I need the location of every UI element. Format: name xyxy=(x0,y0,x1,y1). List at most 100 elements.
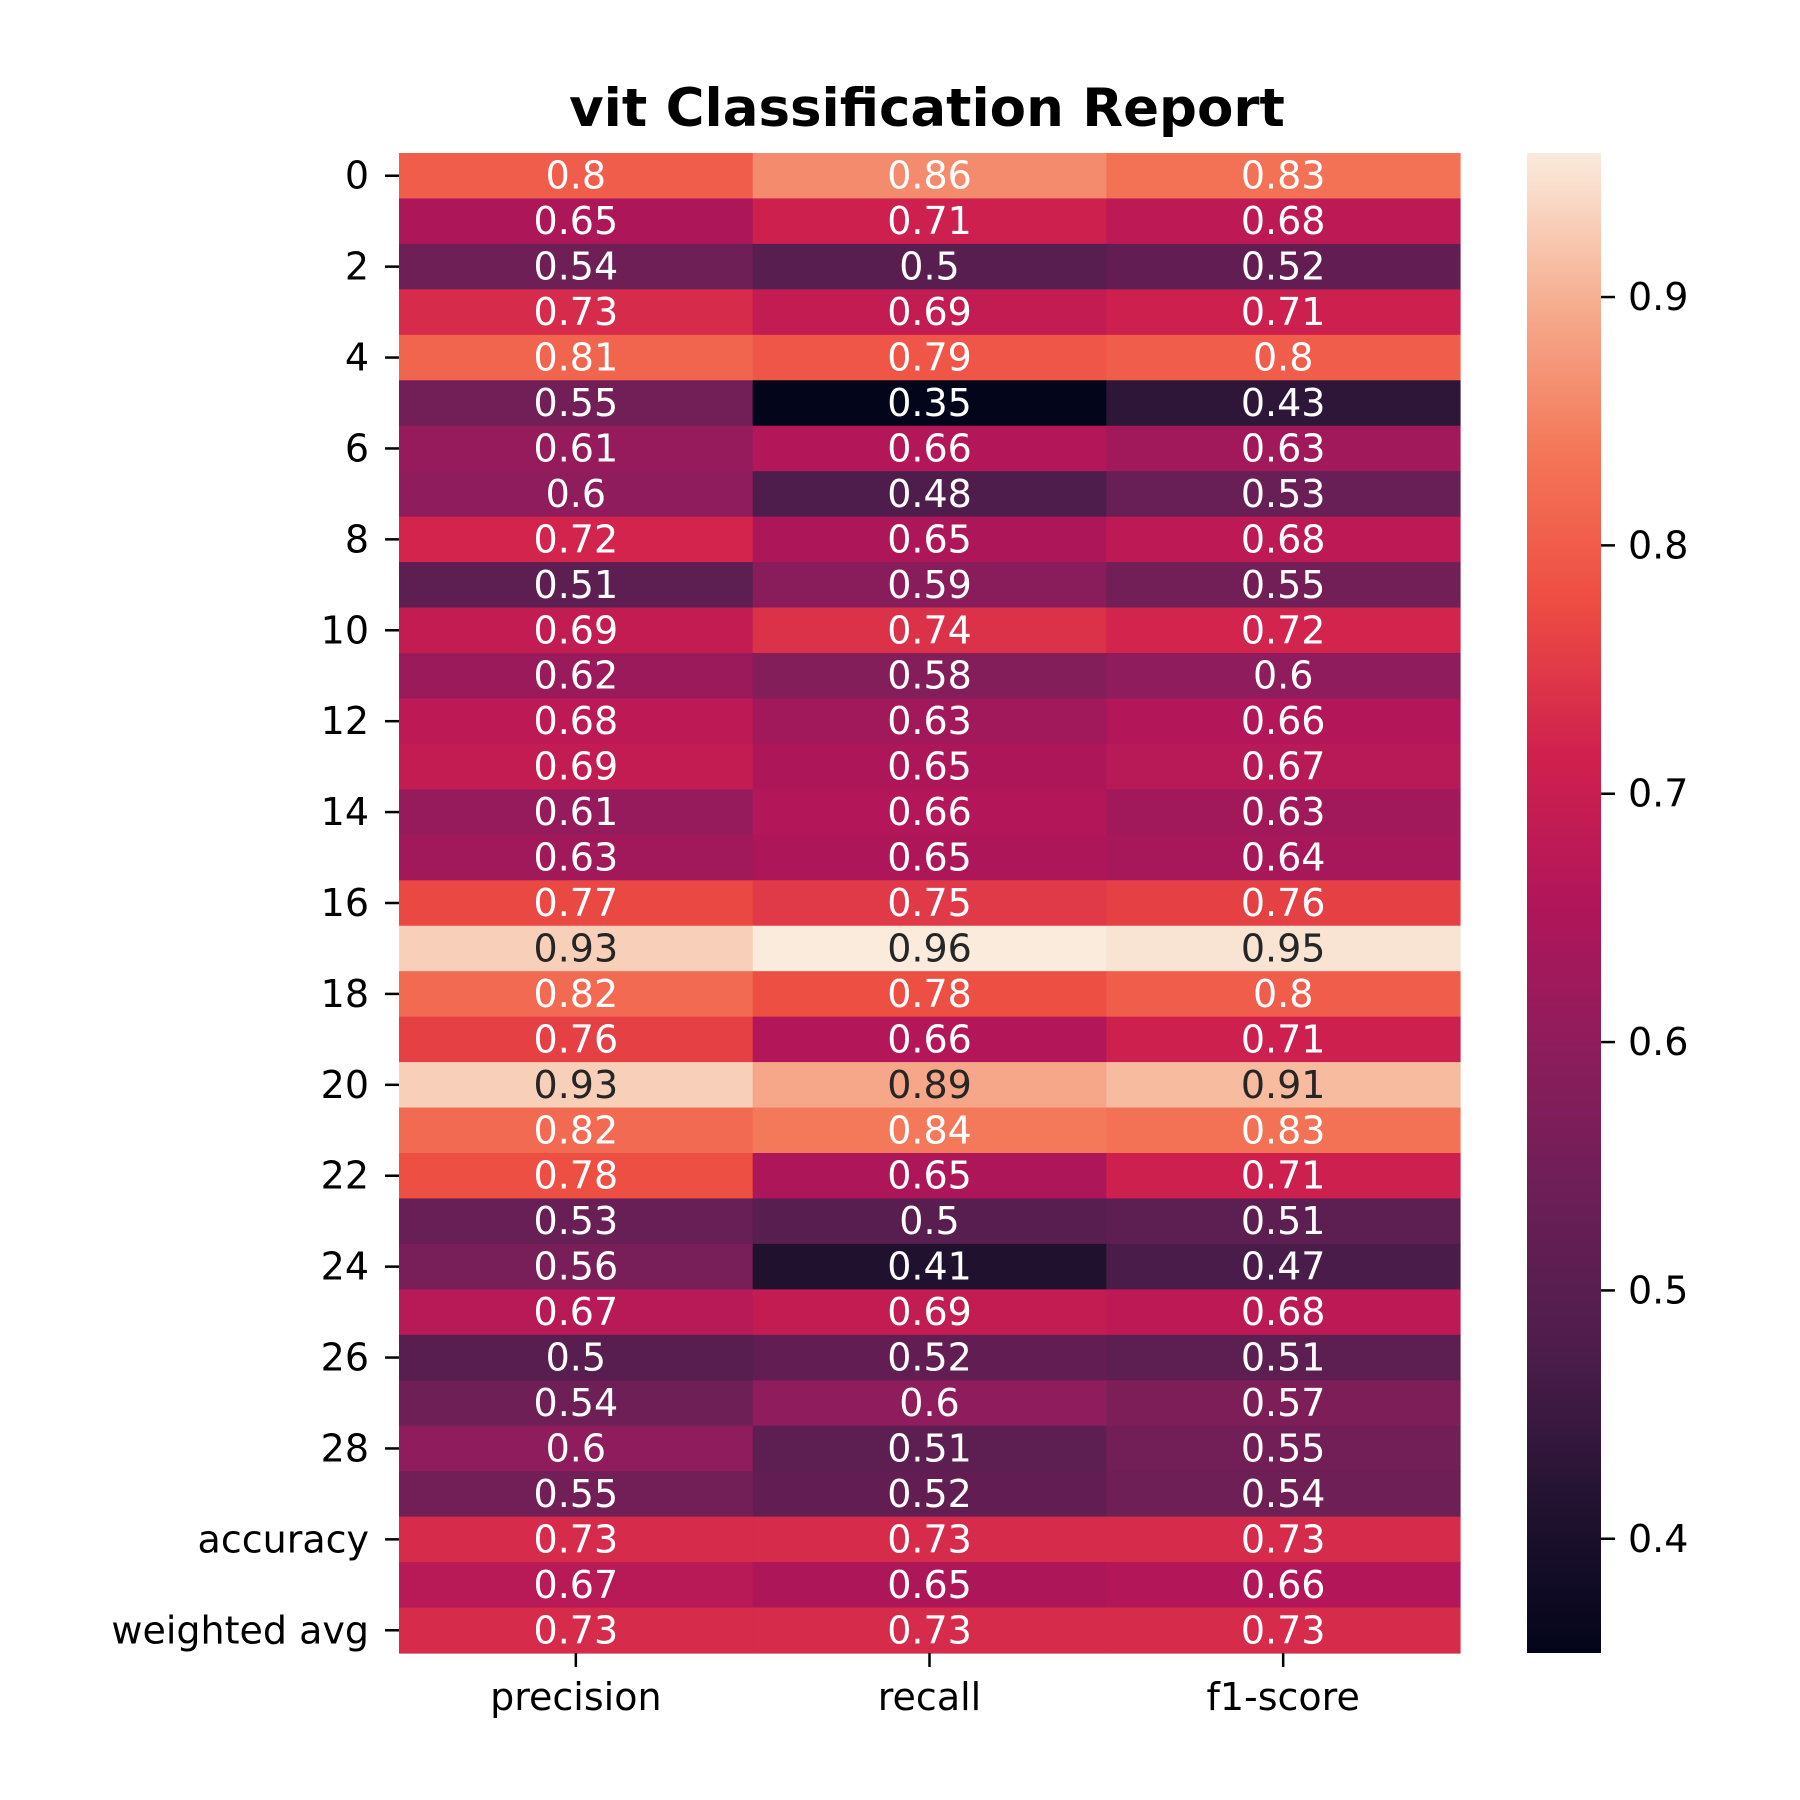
cell-value-label-r12-c1: 0.63 xyxy=(887,699,972,743)
heatmap-cell-r4-c1 xyxy=(752,334,1107,381)
cell-value-label-r31-c2: 0.66 xyxy=(1241,1563,1326,1607)
heatmap-cell-r18-c0 xyxy=(399,971,754,1018)
heatmap-cell-r0-c0 xyxy=(399,153,754,200)
cell-value-label-r8-c2: 0.68 xyxy=(1241,517,1326,561)
cell-value-label-r9-c0: 0.51 xyxy=(534,563,619,607)
cell-value-label-r16-c0: 0.77 xyxy=(534,881,619,925)
heatmap-cell-r25-c1 xyxy=(752,1289,1107,1336)
cell-value-label-r25-c0: 0.67 xyxy=(534,1290,619,1334)
colorbar-tick-label-3: 0.7 xyxy=(1628,772,1688,816)
heatmap-cell-r27-c1 xyxy=(752,1380,1107,1427)
heatmap-cell-r20-c0 xyxy=(399,1062,754,1109)
cell-value-label-r23-c2: 0.51 xyxy=(1241,1199,1326,1243)
heatmap-cell-r21-c0 xyxy=(399,1107,754,1154)
cell-value-label-r5-c0: 0.55 xyxy=(534,381,619,425)
heatmap-cell-r19-c0 xyxy=(399,1016,754,1063)
cell-value-label-r2-c1: 0.5 xyxy=(899,245,959,289)
cell-value-label-r5-c2: 0.43 xyxy=(1241,381,1326,425)
heatmap-cell-r22-c0 xyxy=(399,1153,754,1200)
cell-value-label-r23-c1: 0.5 xyxy=(899,1199,959,1243)
heatmap-cell-r17-c1 xyxy=(752,925,1107,972)
cell-value-label-r10-c2: 0.72 xyxy=(1241,608,1326,652)
heatmap-cell-r7-c1 xyxy=(752,471,1107,518)
cell-value-label-r11-c1: 0.58 xyxy=(887,654,972,698)
cell-value-label-r10-c0: 0.69 xyxy=(534,608,619,652)
heatmap-cell-r3-c0 xyxy=(399,289,754,336)
x-tick-label-0: precision xyxy=(490,1675,661,1719)
cell-value-label-r14-c0: 0.61 xyxy=(534,790,619,834)
y-tick-label-6: 12 xyxy=(321,699,369,743)
heatmap-cell-r21-c1 xyxy=(752,1107,1107,1154)
cell-value-label-r27-c1: 0.6 xyxy=(899,1381,959,1425)
y-tick-label-5: 10 xyxy=(321,608,369,652)
y-tick-label-14: 28 xyxy=(321,1426,369,1470)
cell-value-label-r11-c2: 0.6 xyxy=(1253,654,1313,698)
heatmap-cell-r23-c2 xyxy=(1106,1198,1461,1245)
cell-value-label-r6-c1: 0.66 xyxy=(887,426,972,470)
heatmap-cell-r32-c0 xyxy=(399,1607,754,1654)
heatmap-cell-r26-c0 xyxy=(399,1334,754,1381)
cell-value-label-r18-c0: 0.82 xyxy=(534,972,619,1016)
heatmap-cell-r19-c2 xyxy=(1106,1016,1461,1063)
cell-value-label-r14-c1: 0.66 xyxy=(887,790,972,834)
heatmap-cell-r31-c2 xyxy=(1106,1562,1461,1609)
y-tick-label-10: 20 xyxy=(321,1063,369,1107)
cell-value-label-r13-c0: 0.69 xyxy=(534,745,619,789)
heatmap-cell-r1-c0 xyxy=(399,198,754,245)
x-tick-label-1: recall xyxy=(878,1675,981,1719)
heatmap-cell-r19-c1 xyxy=(752,1016,1107,1063)
cell-value-label-r0-c2: 0.83 xyxy=(1241,154,1326,198)
cell-value-label-r13-c2: 0.67 xyxy=(1241,745,1326,789)
cell-value-label-r9-c1: 0.59 xyxy=(887,563,972,607)
cell-value-label-r1-c1: 0.71 xyxy=(887,199,972,243)
heatmap-cell-r31-c1 xyxy=(752,1562,1107,1609)
heatmap-cell-r32-c1 xyxy=(752,1607,1107,1654)
x-axis: precision recall f1-score xyxy=(490,1653,1360,1719)
heatmap-cell-r25-c2 xyxy=(1106,1289,1461,1336)
heatmap-cell-r28-c2 xyxy=(1106,1425,1461,1472)
y-tick-label-8: 16 xyxy=(321,881,369,925)
cell-value-label-r23-c0: 0.53 xyxy=(534,1199,619,1243)
heatmap-cell-r11-c0 xyxy=(399,653,754,700)
y-tick-label-16: weighted avg xyxy=(111,1608,369,1652)
cell-value-label-r21-c2: 0.83 xyxy=(1241,1108,1326,1152)
cell-value-label-r30-c0: 0.73 xyxy=(534,1517,619,1561)
cell-value-label-r6-c2: 0.63 xyxy=(1241,426,1326,470)
cell-value-label-r19-c0: 0.76 xyxy=(534,1017,619,1061)
cell-value-label-r18-c1: 0.78 xyxy=(887,972,972,1016)
cell-value-label-r7-c2: 0.53 xyxy=(1241,472,1326,516)
heatmap-cell-r32-c2 xyxy=(1106,1607,1461,1654)
cell-value-label-r2-c2: 0.52 xyxy=(1241,245,1326,289)
cell-value-label-r7-c1: 0.48 xyxy=(887,472,972,516)
cell-value-label-r15-c2: 0.64 xyxy=(1241,836,1326,880)
y-tick-label-7: 14 xyxy=(321,790,369,834)
colorbar-tick-label-2: 0.6 xyxy=(1628,1020,1688,1064)
cell-value-label-r20-c0: 0.93 xyxy=(534,1063,619,1107)
heatmap-cell-r26-c2 xyxy=(1106,1334,1461,1381)
cell-value-label-r26-c1: 0.52 xyxy=(887,1336,972,1380)
cell-value-label-r22-c1: 0.65 xyxy=(887,1154,972,1198)
colorbar-gradient xyxy=(1527,153,1601,1653)
heatmap-cell-r23-c1 xyxy=(752,1198,1107,1245)
cell-value-label-r28-c1: 0.51 xyxy=(887,1426,972,1470)
heatmap-cell-r24-c2 xyxy=(1106,1243,1461,1290)
y-tick-label-2: 4 xyxy=(345,336,369,380)
y-axis: 0246810121416182022242628accuracyweighte… xyxy=(111,154,399,1652)
heatmap-cell-r9-c1 xyxy=(752,562,1107,609)
x-tick-label-2: f1-score xyxy=(1206,1675,1359,1719)
cell-value-label-r27-c2: 0.57 xyxy=(1241,1381,1326,1425)
heatmap-cell-r22-c2 xyxy=(1106,1153,1461,1200)
heatmap-cell-r24-c0 xyxy=(399,1243,754,1290)
cell-value-label-r12-c0: 0.68 xyxy=(534,699,619,743)
heatmap-cell-r5-c0 xyxy=(399,380,754,427)
heatmap-cell-r14-c2 xyxy=(1106,789,1461,836)
heatmap-cell-r24-c1 xyxy=(752,1243,1107,1290)
colorbar-tick-label-5: 0.9 xyxy=(1628,275,1688,319)
cell-value-label-r0-c0: 0.8 xyxy=(546,154,606,198)
cell-value-label-r29-c2: 0.54 xyxy=(1241,1472,1326,1516)
heatmap-cell-r28-c0 xyxy=(399,1425,754,1472)
heatmap-cell-r30-c0 xyxy=(399,1516,754,1563)
cell-value-label-r31-c1: 0.65 xyxy=(887,1563,972,1607)
heatmap-cell-r13-c2 xyxy=(1106,743,1461,790)
